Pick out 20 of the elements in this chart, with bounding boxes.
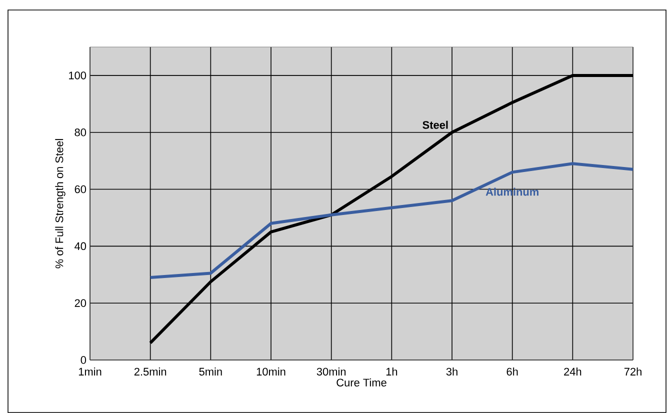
- x-tick-label: 24h: [564, 368, 582, 376]
- x-tick-label: 72h: [624, 368, 642, 376]
- x-tick-label: 6h: [506, 368, 518, 376]
- y-axis-title: % of Full Strength on Steel: [55, 139, 66, 268]
- series-label: Steel: [422, 120, 448, 129]
- y-tick-label: 60: [74, 185, 86, 194]
- y-tick-label: 0: [80, 356, 86, 364]
- x-tick-label: 3h: [446, 368, 458, 376]
- y-tick-label: 40: [74, 242, 86, 250]
- x-tick-label: 5min: [199, 368, 222, 376]
- x-tick-label: 30min: [316, 368, 346, 376]
- x-tick-label: 10min: [256, 368, 286, 376]
- x-tick-label: 2.5min: [134, 368, 166, 376]
- x-tick-label: 1h: [386, 368, 398, 376]
- x-tick-label: 1min: [78, 368, 102, 376]
- line-series: [148, 162, 635, 279]
- y-tick-label: 80: [74, 128, 86, 136]
- y-tick-label: 20: [74, 299, 86, 307]
- y-tick-label: 100: [69, 72, 86, 80]
- x-axis-title: Cure Time: [336, 378, 386, 386]
